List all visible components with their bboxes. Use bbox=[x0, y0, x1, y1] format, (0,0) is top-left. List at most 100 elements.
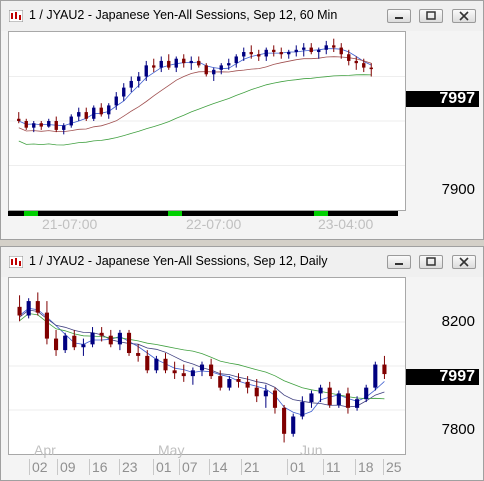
candle-body bbox=[199, 364, 205, 371]
month-label: Apr bbox=[34, 442, 56, 458]
chart-window-60min: 1 / JYAU2 - Japanese Yen-All Sessions, S… bbox=[0, 0, 484, 240]
candle-body bbox=[287, 52, 291, 55]
day-labels: 02 09 16 23 01 07 14 21 01 11 18 25 bbox=[8, 459, 406, 477]
restore-icon bbox=[426, 11, 436, 20]
candle-body bbox=[236, 378, 241, 382]
close-icon bbox=[459, 257, 469, 267]
candle-body bbox=[227, 378, 232, 388]
candle-body bbox=[53, 338, 59, 351]
candle-body bbox=[355, 399, 360, 408]
candle-body bbox=[227, 63, 231, 66]
candle-body bbox=[122, 87, 126, 97]
day-tick bbox=[209, 459, 210, 475]
candle-body bbox=[92, 107, 96, 119]
day-tick bbox=[241, 459, 242, 475]
moving-average-line bbox=[18, 56, 372, 132]
candle-body bbox=[279, 52, 283, 55]
candle-body bbox=[99, 332, 104, 336]
candle-body bbox=[117, 332, 122, 345]
candle-body bbox=[24, 121, 28, 128]
last-price-marker: 7997 bbox=[406, 91, 479, 107]
day-tick bbox=[287, 459, 288, 475]
day-label: 14 bbox=[212, 459, 228, 475]
restore-button[interactable] bbox=[419, 9, 443, 23]
candle-body bbox=[318, 387, 323, 394]
candle-body bbox=[364, 387, 369, 400]
session-marker bbox=[24, 211, 38, 216]
candle-body bbox=[172, 370, 177, 374]
candle-body bbox=[197, 60, 201, 66]
restore-button[interactable] bbox=[419, 255, 443, 269]
close-button[interactable] bbox=[452, 255, 476, 269]
chart-app-icon bbox=[9, 256, 23, 268]
day-label: 07 bbox=[182, 459, 198, 475]
close-button[interactable] bbox=[452, 9, 476, 23]
candle-body bbox=[254, 387, 259, 397]
candle-body bbox=[204, 65, 208, 75]
date-axis: Apr May Jun 02 09 16 23 01 07 14 21 01 11 18 25 bbox=[8, 442, 406, 480]
minimize-icon bbox=[395, 263, 403, 265]
candle-body bbox=[136, 353, 141, 356]
session-bar bbox=[8, 211, 398, 216]
day-tick bbox=[383, 459, 384, 475]
time-label: 23-04:00 bbox=[318, 216, 374, 232]
day-label: 25 bbox=[386, 459, 402, 475]
candle-body bbox=[90, 332, 95, 345]
session-marker bbox=[168, 211, 182, 216]
price-axis-label: 8200 bbox=[441, 313, 475, 330]
title-bar[interactable]: 1 / JYAU2 - Japanese Yen-All Sessions, S… bbox=[1, 1, 483, 31]
candle-body bbox=[84, 112, 88, 119]
minimize-button[interactable] bbox=[387, 9, 411, 23]
month-label: May bbox=[158, 442, 185, 458]
candle-body bbox=[324, 45, 328, 50]
candle-body bbox=[219, 65, 223, 70]
day-label: 01 bbox=[156, 459, 172, 475]
candle-body bbox=[302, 47, 306, 50]
price-plot-area[interactable] bbox=[8, 277, 406, 455]
title-bar[interactable]: 1 / JYAU2 - Japanese Yen-All Sessions, S… bbox=[1, 247, 483, 277]
close-icon bbox=[459, 11, 469, 21]
candle-body bbox=[181, 373, 186, 377]
day-label: 09 bbox=[60, 459, 76, 475]
day-label: 16 bbox=[92, 459, 108, 475]
candle-body bbox=[309, 393, 314, 403]
price-axis-label: 7800 bbox=[441, 421, 475, 438]
candle-body bbox=[17, 118, 21, 121]
candle-body bbox=[163, 358, 168, 371]
price-axis-label: 7900 bbox=[441, 181, 475, 198]
day-tick bbox=[179, 459, 180, 475]
day-label: 21 bbox=[244, 459, 260, 475]
candle-body bbox=[81, 344, 86, 348]
candle-body bbox=[209, 364, 214, 377]
candle-body bbox=[182, 58, 186, 64]
candle-body bbox=[35, 301, 40, 313]
window-title: 1 / JYAU2 - Japanese Yen-All Sessions, S… bbox=[29, 254, 328, 268]
session-bar-base bbox=[8, 211, 398, 216]
candle-body bbox=[336, 393, 341, 405]
price-plot-area[interactable] bbox=[8, 31, 406, 211]
candle-body bbox=[159, 60, 163, 68]
candle-body bbox=[17, 306, 22, 316]
candle-body bbox=[39, 123, 43, 127]
candle-body bbox=[294, 49, 298, 53]
day-label: 02 bbox=[32, 459, 48, 475]
candle-body bbox=[212, 69, 216, 75]
candle-body bbox=[345, 393, 351, 408]
day-tick bbox=[29, 459, 30, 475]
candle-body bbox=[107, 105, 111, 115]
day-label: 01 bbox=[290, 459, 306, 475]
session-marker bbox=[314, 211, 328, 216]
moving-average-line bbox=[18, 48, 372, 127]
day-tick bbox=[323, 459, 324, 475]
candle-body bbox=[327, 387, 332, 405]
minimize-button[interactable] bbox=[387, 255, 411, 269]
candle-body bbox=[154, 358, 159, 371]
candle-body bbox=[332, 45, 336, 48]
candle-body bbox=[291, 416, 296, 434]
candle-body bbox=[347, 54, 351, 61]
candle-body bbox=[167, 60, 171, 68]
candle-body bbox=[257, 54, 261, 57]
time-label: 22-07:00 bbox=[186, 216, 242, 232]
candle-body bbox=[126, 332, 132, 354]
candle-body bbox=[189, 60, 193, 64]
